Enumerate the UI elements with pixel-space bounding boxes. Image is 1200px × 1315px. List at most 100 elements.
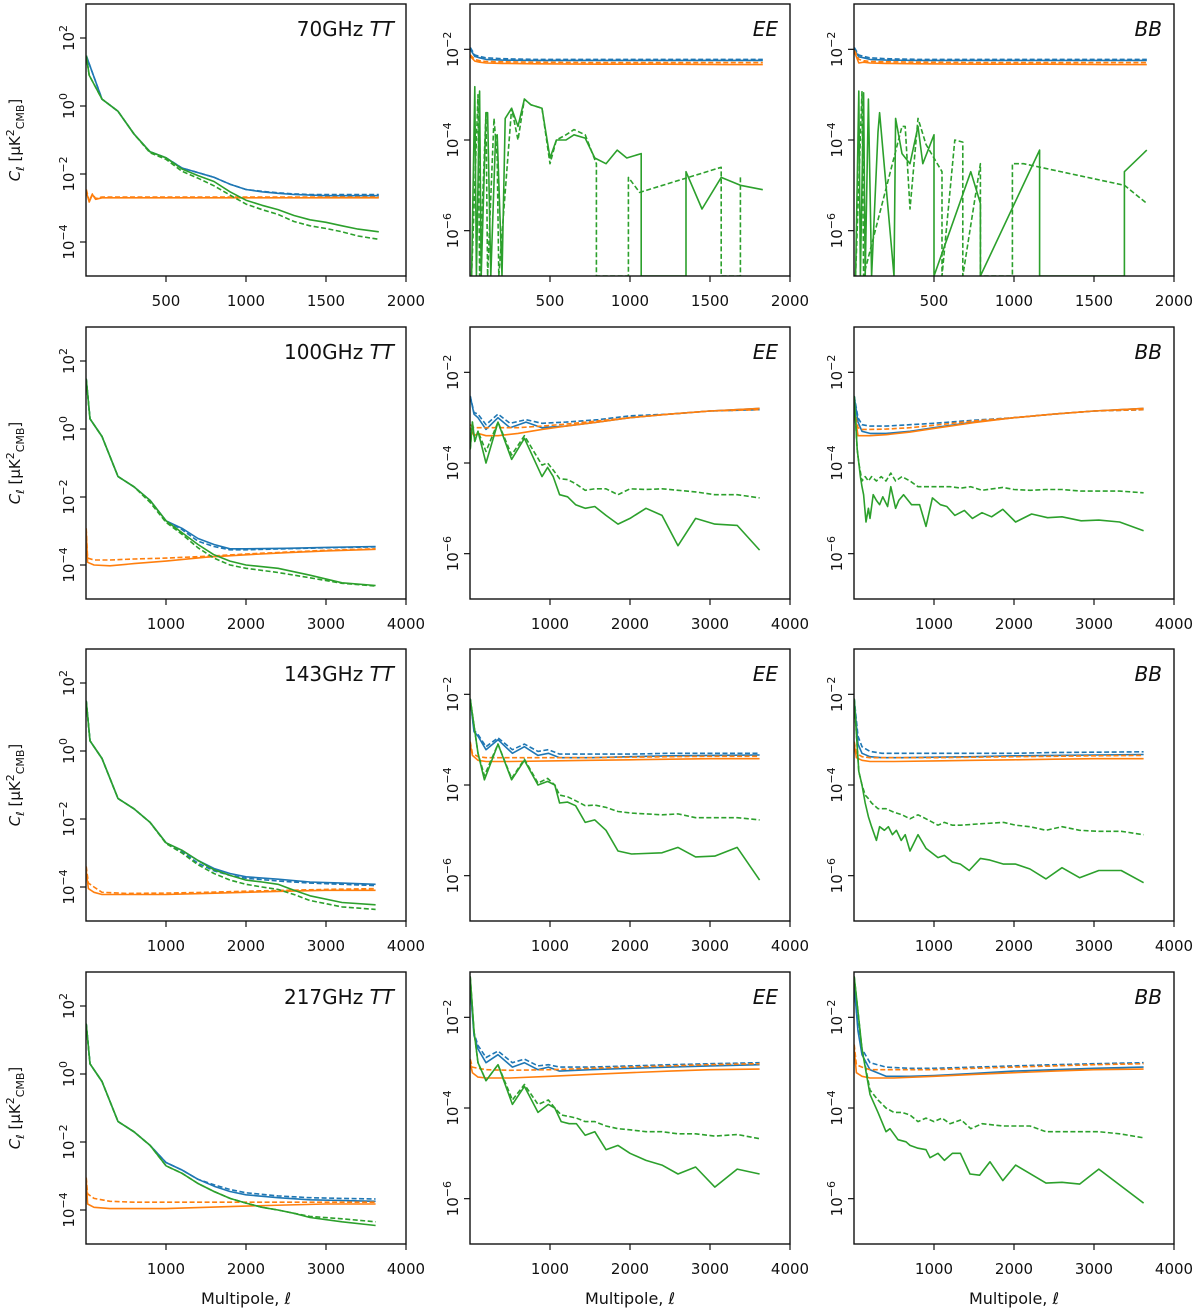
x-tick-label: 500 xyxy=(536,292,565,310)
x-tick-label: 2000 xyxy=(227,615,265,633)
panel-143GHz-EE: 10−2 10−4 10−6 1000 2000 3000 4000 EE xyxy=(441,648,809,955)
series-line-orange-solid xyxy=(854,743,1144,763)
series-group xyxy=(470,395,761,551)
panel-label: EE xyxy=(753,340,779,364)
x-tick-label: 1500 xyxy=(307,292,345,310)
x-tick-label: 3000 xyxy=(1075,615,1113,633)
axes-frame xyxy=(469,971,791,1245)
series-group xyxy=(854,976,1145,1204)
series-line-blue-dashed xyxy=(86,55,379,196)
y-tick-label: 10−4 xyxy=(441,122,462,157)
y-tick-label: 10−6 xyxy=(825,1181,846,1216)
series-line-blue-dashed xyxy=(470,698,760,755)
x-tick-label: 1000 xyxy=(611,292,649,310)
panel-label: 70GHz TT xyxy=(297,17,396,41)
x-axis-label: Multipole, ℓ xyxy=(201,1289,291,1308)
y-tick-label: 10−6 xyxy=(441,536,462,571)
axes-frame xyxy=(853,648,1175,922)
series-line-orange-dashed xyxy=(86,528,376,561)
x-tick-label: 3000 xyxy=(307,937,345,955)
panel-217GHz-TT: 102 100 10−2 10−4 1000 2000 3000 4000 217GHz TT C… xyxy=(4,971,425,1308)
x-tick-label: 2000 xyxy=(611,937,649,955)
series-group xyxy=(470,976,760,1188)
x-tick-label: 1000 xyxy=(531,615,569,633)
series-line-orange-dashed xyxy=(470,1058,760,1072)
x-tick-label: 3000 xyxy=(1075,937,1113,955)
series-line-blue-solid xyxy=(86,378,376,550)
y-tick-label: 102 xyxy=(57,348,78,374)
series-line-green-dashed xyxy=(470,976,760,1140)
series-line-green-solid xyxy=(86,1023,376,1227)
x-tick-label: 1000 xyxy=(531,937,569,955)
series-group xyxy=(86,700,376,911)
series-line-orange-solid xyxy=(86,1179,376,1210)
series-line-orange-dashed xyxy=(854,1044,1144,1071)
series-line-green-dashed xyxy=(854,698,1144,836)
series-line-orange-dashed xyxy=(854,408,1144,431)
panel-label: 143GHz TT xyxy=(284,662,396,686)
series-line-blue-solid xyxy=(854,985,1144,1078)
x-tick-label: 3000 xyxy=(307,615,345,633)
x-tick-label: 4000 xyxy=(771,1260,809,1278)
series-group xyxy=(854,395,1144,532)
series-line-green-dashed xyxy=(470,93,742,276)
x-tick-label: 1000 xyxy=(995,292,1033,310)
y-tick-label: 10−2 xyxy=(825,355,846,390)
y-tick-label: 10−4 xyxy=(825,767,846,802)
y-tick-label: 102 xyxy=(57,670,78,696)
y-tick-label: 10−4 xyxy=(825,122,846,157)
y-tick-label: 10−2 xyxy=(441,1000,462,1035)
series-line-orange-dashed xyxy=(86,189,379,202)
y-tick-label: 10−4 xyxy=(825,1090,846,1125)
y-axis-label: Cℓ [μK2CMB] xyxy=(4,422,27,505)
x-axis-label: Multipole, ℓ xyxy=(585,1289,675,1308)
panel-100GHz-TT: 102 100 10−2 10−4 1000 2000 3000 4000 100GHz TT C… xyxy=(4,326,425,633)
series-line-blue-solid xyxy=(470,48,763,62)
x-tick-label: 4000 xyxy=(1155,1260,1193,1278)
x-tick-label: 2000 xyxy=(995,615,1033,633)
x-tick-label: 4000 xyxy=(1155,937,1193,955)
x-tick-label: 3000 xyxy=(307,1260,345,1278)
series-line-blue-solid xyxy=(86,700,376,886)
series-line-green-dashed xyxy=(86,1023,376,1223)
x-tick-label: 3000 xyxy=(691,615,729,633)
x-tick-label: 1500 xyxy=(691,292,729,310)
x-tick-label: 2000 xyxy=(611,615,649,633)
series-line-orange-solid xyxy=(854,1048,1144,1079)
panel-70GHz-EE: 10−2 10−4 10−6 500 1000 1500 2000 EE xyxy=(441,3,809,310)
x-tick-label: 2000 xyxy=(227,937,265,955)
x-tick-label: 4000 xyxy=(1155,615,1193,633)
y-tick-label: 10−4 xyxy=(441,445,462,480)
series-line-green-dashed xyxy=(854,976,1144,1139)
x-tick-label: 2000 xyxy=(995,1260,1033,1278)
series-line-orange-solid xyxy=(86,870,376,896)
x-tick-label: 3000 xyxy=(691,937,729,955)
x-tick-label: 1500 xyxy=(1075,292,1113,310)
y-tick-label: 10−2 xyxy=(57,479,78,514)
panel-label: BB xyxy=(1135,340,1162,364)
series-line-green-solid xyxy=(854,698,1144,884)
panel-label: BB xyxy=(1135,17,1162,41)
series-line-green-dashed xyxy=(86,700,376,911)
x-tick-label: 2000 xyxy=(995,937,1033,955)
x-tick-label: 2000 xyxy=(387,292,425,310)
panel-label: EE xyxy=(753,17,779,41)
series-line-orange-dashed xyxy=(854,49,1147,64)
series-line-green-solid xyxy=(470,421,761,551)
y-tick-label: 10−2 xyxy=(825,32,846,67)
series-line-orange-dashed xyxy=(470,54,763,64)
y-tick-label: 10−2 xyxy=(441,32,462,67)
x-tick-label: 1000 xyxy=(915,1260,953,1278)
y-tick-label: 10−2 xyxy=(825,677,846,712)
series-line-blue-solid xyxy=(86,1023,376,1203)
series-line-blue-solid xyxy=(854,698,1144,759)
panel-100GHz-BB: 10−2 10−4 10−6 1000 2000 3000 4000 BB xyxy=(825,326,1193,633)
axes-frame xyxy=(853,3,1175,277)
x-tick-label: 3000 xyxy=(1075,1260,1113,1278)
x-tick-label: 2000 xyxy=(227,1260,265,1278)
series-group xyxy=(86,378,376,587)
y-tick-label: 10−6 xyxy=(441,213,462,248)
x-tick-label: 1000 xyxy=(915,937,953,955)
y-tick-label: 10−4 xyxy=(57,547,78,582)
y-tick-label: 102 xyxy=(57,993,78,1019)
